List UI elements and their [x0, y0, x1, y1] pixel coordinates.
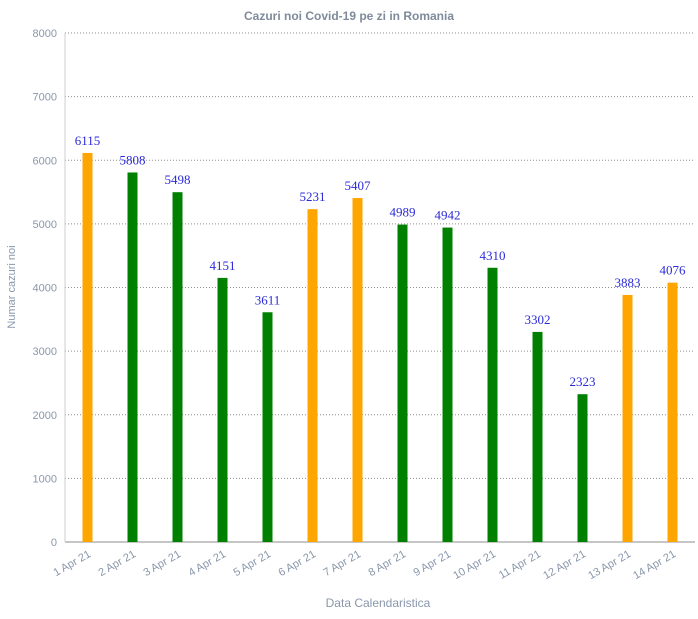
bar: [262, 312, 273, 542]
x-tick-label: 5 Apr 21: [232, 548, 273, 579]
data-label: 5498: [165, 172, 191, 187]
chart-title: Cazuri noi Covid-19 pe zi in Romania: [244, 9, 454, 23]
data-label: 4076: [660, 263, 687, 278]
x-tick-label: 6 Apr 21: [277, 548, 318, 579]
bar: [532, 331, 543, 542]
x-tick-label: 2 Apr 21: [97, 548, 138, 579]
x-tick-label: 12 Apr 21: [541, 548, 588, 582]
y-tick-label: 0: [51, 537, 57, 549]
x-axis-tick-labels: 1 Apr 21 2 Apr 21 3 Apr 21 4 Apr 21 5 Apr 21…: [52, 548, 678, 582]
y-axis-title: Numar cazuri noi: [6, 245, 18, 328]
data-labels: 6115 5808 5498 4151 3611 5231 5407 4989 4942 4310…: [75, 133, 686, 389]
bar: [577, 394, 588, 542]
data-label: 4989: [390, 205, 416, 220]
bar: [397, 224, 408, 542]
y-tick-label: 4000: [33, 283, 57, 295]
data-label: 3302: [525, 312, 551, 327]
bar: [667, 282, 678, 542]
bar: [127, 172, 138, 542]
data-label: 3611: [255, 292, 281, 307]
x-tick-label: 10 Apr 21: [451, 548, 498, 582]
data-label: 4942: [435, 208, 461, 223]
x-axis-title: Data Calendaristica: [326, 596, 431, 610]
y-tick-label: 2000: [33, 410, 57, 422]
bar: [487, 267, 498, 542]
y-tick-label: 8000: [33, 28, 57, 40]
data-label: 3883: [615, 275, 641, 290]
y-tick-label: 5000: [33, 219, 57, 231]
x-tick-label: 7 Apr 21: [322, 548, 363, 579]
y-tick-label: 3000: [33, 346, 57, 358]
bars: [82, 152, 678, 543]
bar: [442, 227, 453, 542]
data-label: 5231: [300, 189, 326, 204]
x-tick-label: 1 Apr 21: [52, 548, 93, 579]
x-tick-label: 8 Apr 21: [367, 548, 408, 579]
x-tick-label: 3 Apr 21: [142, 548, 183, 579]
bar: [622, 294, 633, 542]
y-axis-tick-labels: 0 1000 2000 3000 4000 5000 6000 7000 8000: [33, 28, 57, 549]
x-tick-label: 13 Apr 21: [586, 548, 633, 582]
x-tick-label: 4 Apr 21: [187, 548, 228, 579]
y-tick-label: 7000: [33, 92, 57, 104]
x-tick-label: 9 Apr 21: [412, 548, 453, 579]
bar: [217, 277, 228, 542]
data-label: 4151: [210, 258, 236, 273]
x-tick-label: 14 Apr 21: [631, 548, 678, 582]
data-label: 2323: [570, 374, 596, 389]
data-label: 5808: [120, 152, 146, 167]
bar: [307, 209, 318, 543]
bar: [352, 197, 363, 543]
y-tick-label: 1000: [33, 473, 57, 485]
bar: [172, 192, 183, 542]
gridlines: [64, 32, 695, 543]
data-label: 6115: [75, 133, 101, 148]
data-label: 5407: [345, 178, 372, 193]
bar: [82, 152, 93, 543]
y-tick-label: 6000: [33, 155, 57, 167]
data-label: 4310: [480, 248, 506, 263]
x-tick-label: 11 Apr 21: [497, 548, 543, 582]
